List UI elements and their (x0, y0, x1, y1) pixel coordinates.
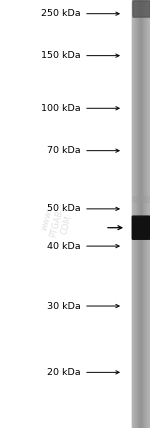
Bar (144, 0, 145, 428)
Text: 100 kDa: 100 kDa (41, 104, 81, 113)
Bar (133, 0, 134, 428)
Bar (137, 0, 138, 428)
Text: 250 kDa: 250 kDa (41, 9, 81, 18)
Bar (132, 0, 133, 428)
Bar (142, 0, 143, 428)
Bar (133, 0, 134, 428)
FancyBboxPatch shape (132, 216, 150, 239)
Bar (136, 0, 137, 428)
Bar (145, 0, 146, 428)
FancyBboxPatch shape (133, 1, 150, 17)
Text: www.
PTGAB.
COM: www. PTGAB. COM (39, 204, 75, 241)
Text: 40 kDa: 40 kDa (47, 241, 81, 251)
Bar (135, 0, 136, 428)
Bar (143, 0, 144, 428)
Bar (138, 0, 139, 428)
Text: 70 kDa: 70 kDa (47, 146, 81, 155)
Bar (134, 0, 135, 428)
Bar (140, 0, 141, 428)
Text: 50 kDa: 50 kDa (47, 204, 81, 214)
Bar (145, 0, 146, 428)
Bar (146, 0, 147, 428)
Bar (146, 0, 147, 428)
Bar (148, 0, 149, 428)
Text: 20 kDa: 20 kDa (47, 368, 81, 377)
Bar (134, 0, 135, 428)
Bar (139, 0, 140, 428)
Bar (141, 0, 142, 428)
Bar (132, 0, 133, 428)
Bar (140, 0, 141, 428)
Bar (147, 0, 148, 428)
Bar (149, 0, 150, 428)
Text: 150 kDa: 150 kDa (41, 51, 81, 60)
Bar (139, 0, 140, 428)
Bar (138, 0, 139, 428)
Text: 30 kDa: 30 kDa (47, 301, 81, 311)
Bar (133, 196, 149, 202)
Bar (144, 0, 145, 428)
